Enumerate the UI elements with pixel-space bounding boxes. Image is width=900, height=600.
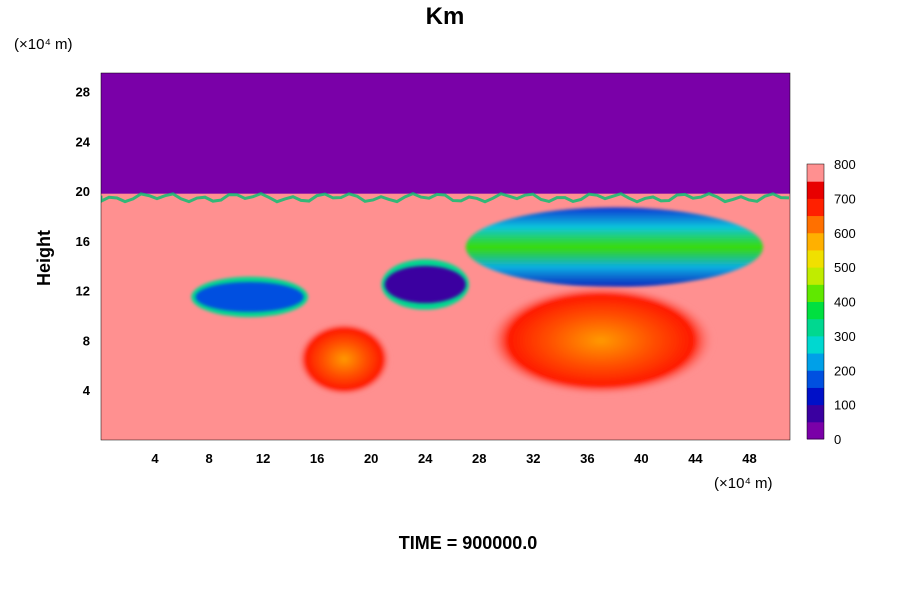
colorbar-tick-label: 300 (834, 329, 856, 344)
x-tick-label: 24 (418, 451, 433, 466)
colorbar (806, 163, 825, 440)
colorbar-segment (807, 198, 824, 217)
y-axis-ticks: 4 8 12 16 20 24 28 (76, 85, 91, 399)
colorbar-tick-label: 600 (834, 226, 856, 241)
x-tick-label: 20 (364, 451, 378, 466)
colorbar-segment (807, 301, 824, 320)
y-tick-label: 4 (83, 383, 91, 398)
colorbar-tick-label: 500 (834, 260, 856, 275)
x-axis-ticks: 4 8 12 16 20 24 28 32 36 40 44 48 (151, 451, 756, 466)
plot-area (101, 73, 790, 440)
field-feature (296, 321, 392, 397)
y-tick-label: 16 (76, 234, 90, 249)
colorbar-ticks: 0 100 200 300 400 500 600 700 800 (834, 157, 856, 447)
colorbar-tick-label: 0 (834, 432, 841, 447)
plot-frame (100, 72, 791, 441)
colorbar-segment (807, 370, 824, 388)
colorbar-tick-label: 100 (834, 398, 856, 413)
x-tick-label: 28 (472, 451, 486, 466)
x-tick-label: 44 (688, 451, 703, 466)
colorbar-segment (807, 335, 824, 354)
colorbar-tick-label: 200 (834, 363, 856, 378)
time-label: TIME = 900000.0 (399, 533, 538, 553)
y-tick-label: 20 (76, 184, 90, 199)
x-tick-label: 8 (205, 451, 212, 466)
y-axis-label: Height (34, 230, 54, 286)
y-tick-label: 28 (76, 85, 90, 100)
field-feature (465, 207, 763, 287)
colorbar-segment (807, 353, 824, 371)
colorbar-segment (807, 232, 824, 251)
colorbar-segment (807, 318, 824, 337)
chart-title: Km (426, 3, 465, 30)
colorbar-tick-label: 800 (834, 157, 856, 172)
y-tick-label: 8 (83, 333, 90, 348)
colorbar-segment (807, 387, 824, 406)
colorbar-segment (807, 284, 824, 302)
colorbar-segment (807, 404, 824, 423)
colorbar-segment (807, 215, 824, 234)
colorbar-segment (807, 164, 824, 182)
field-upper-layer (101, 73, 790, 194)
colorbar-tick-label: 700 (834, 191, 856, 206)
y-tick-label: 24 (76, 134, 91, 149)
x-tick-label: 40 (634, 451, 648, 466)
x-tick-label: 16 (310, 451, 324, 466)
x-tick-label: 32 (526, 451, 540, 466)
y-axis-unit: (×10⁴ m) (14, 36, 73, 53)
interface-band (101, 191, 790, 204)
x-axis-unit: (×10⁴ m) (714, 475, 773, 492)
x-tick-label: 4 (151, 451, 159, 466)
field-feature (195, 282, 304, 312)
x-tick-label: 12 (256, 451, 270, 466)
colorbar-frame (806, 163, 825, 440)
colorbar-segment (807, 249, 824, 268)
x-tick-label: 48 (742, 451, 756, 466)
colorbar-segment (807, 181, 824, 199)
colorbar-segment (807, 421, 824, 440)
field-features (101, 191, 790, 397)
field-feature (384, 265, 466, 304)
y-tick-label: 12 (76, 284, 90, 299)
colorbar-segment (807, 267, 824, 285)
field-feature (486, 284, 716, 397)
x-tick-label: 36 (580, 451, 594, 466)
colorbar-tick-label: 400 (834, 295, 856, 310)
